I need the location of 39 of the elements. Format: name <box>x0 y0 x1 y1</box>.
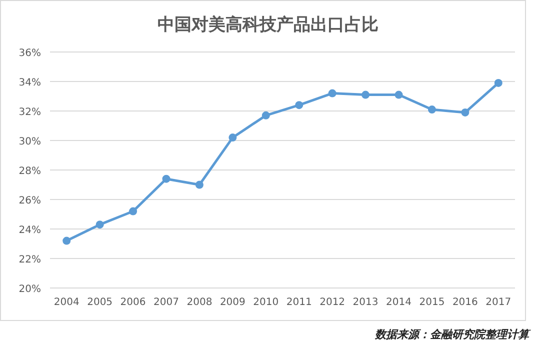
point <box>494 78 502 87</box>
point <box>362 90 370 99</box>
x-tick-label: 2016 <box>452 297 478 308</box>
point <box>428 106 436 114</box>
y-tick-label: 26% <box>18 196 41 206</box>
x-tick-label: 2005 <box>87 297 113 308</box>
point <box>228 134 237 142</box>
point <box>262 111 270 120</box>
point <box>129 207 138 216</box>
y-tick-label: 30% <box>18 136 41 148</box>
x-tick-label: 2004 <box>54 297 80 308</box>
y-tick-label: 36% <box>18 48 41 59</box>
y-tick-label: 28% <box>18 166 41 177</box>
x-tick-label: 2015 <box>419 297 445 308</box>
point <box>295 101 304 110</box>
point <box>328 89 336 98</box>
x-tick-label: 2013 <box>352 297 378 308</box>
y-tick-label: 22% <box>18 254 41 266</box>
x-tick-label: 2012 <box>320 297 346 308</box>
y-tick-label: 20% <box>18 284 41 295</box>
x-tick-label: 2008 <box>186 297 212 308</box>
point <box>96 220 104 229</box>
x-tick-label: 2007 <box>154 297 179 308</box>
x-tick-label: 2017 <box>486 297 512 308</box>
x-tick-label: 2011 <box>286 297 312 308</box>
point <box>162 174 170 183</box>
point <box>62 236 71 245</box>
x-tick-label: 2014 <box>386 297 412 308</box>
point <box>195 180 204 189</box>
y-tick-label: 32% <box>18 107 41 118</box>
x-tick-label: 2006 <box>120 297 146 308</box>
x-tick-label: 2010 <box>253 297 279 308</box>
source-note: 数据来源：金融研究院整理计算 <box>374 328 531 341</box>
chart-title: 中国对美高科技产品出口占比 <box>158 15 378 35</box>
y-tick-label: 24% <box>18 225 41 236</box>
x-tick-label: 2009 <box>220 297 246 308</box>
y-tick-label: 34% <box>18 78 41 88</box>
point <box>394 90 403 99</box>
point <box>461 108 470 116</box>
